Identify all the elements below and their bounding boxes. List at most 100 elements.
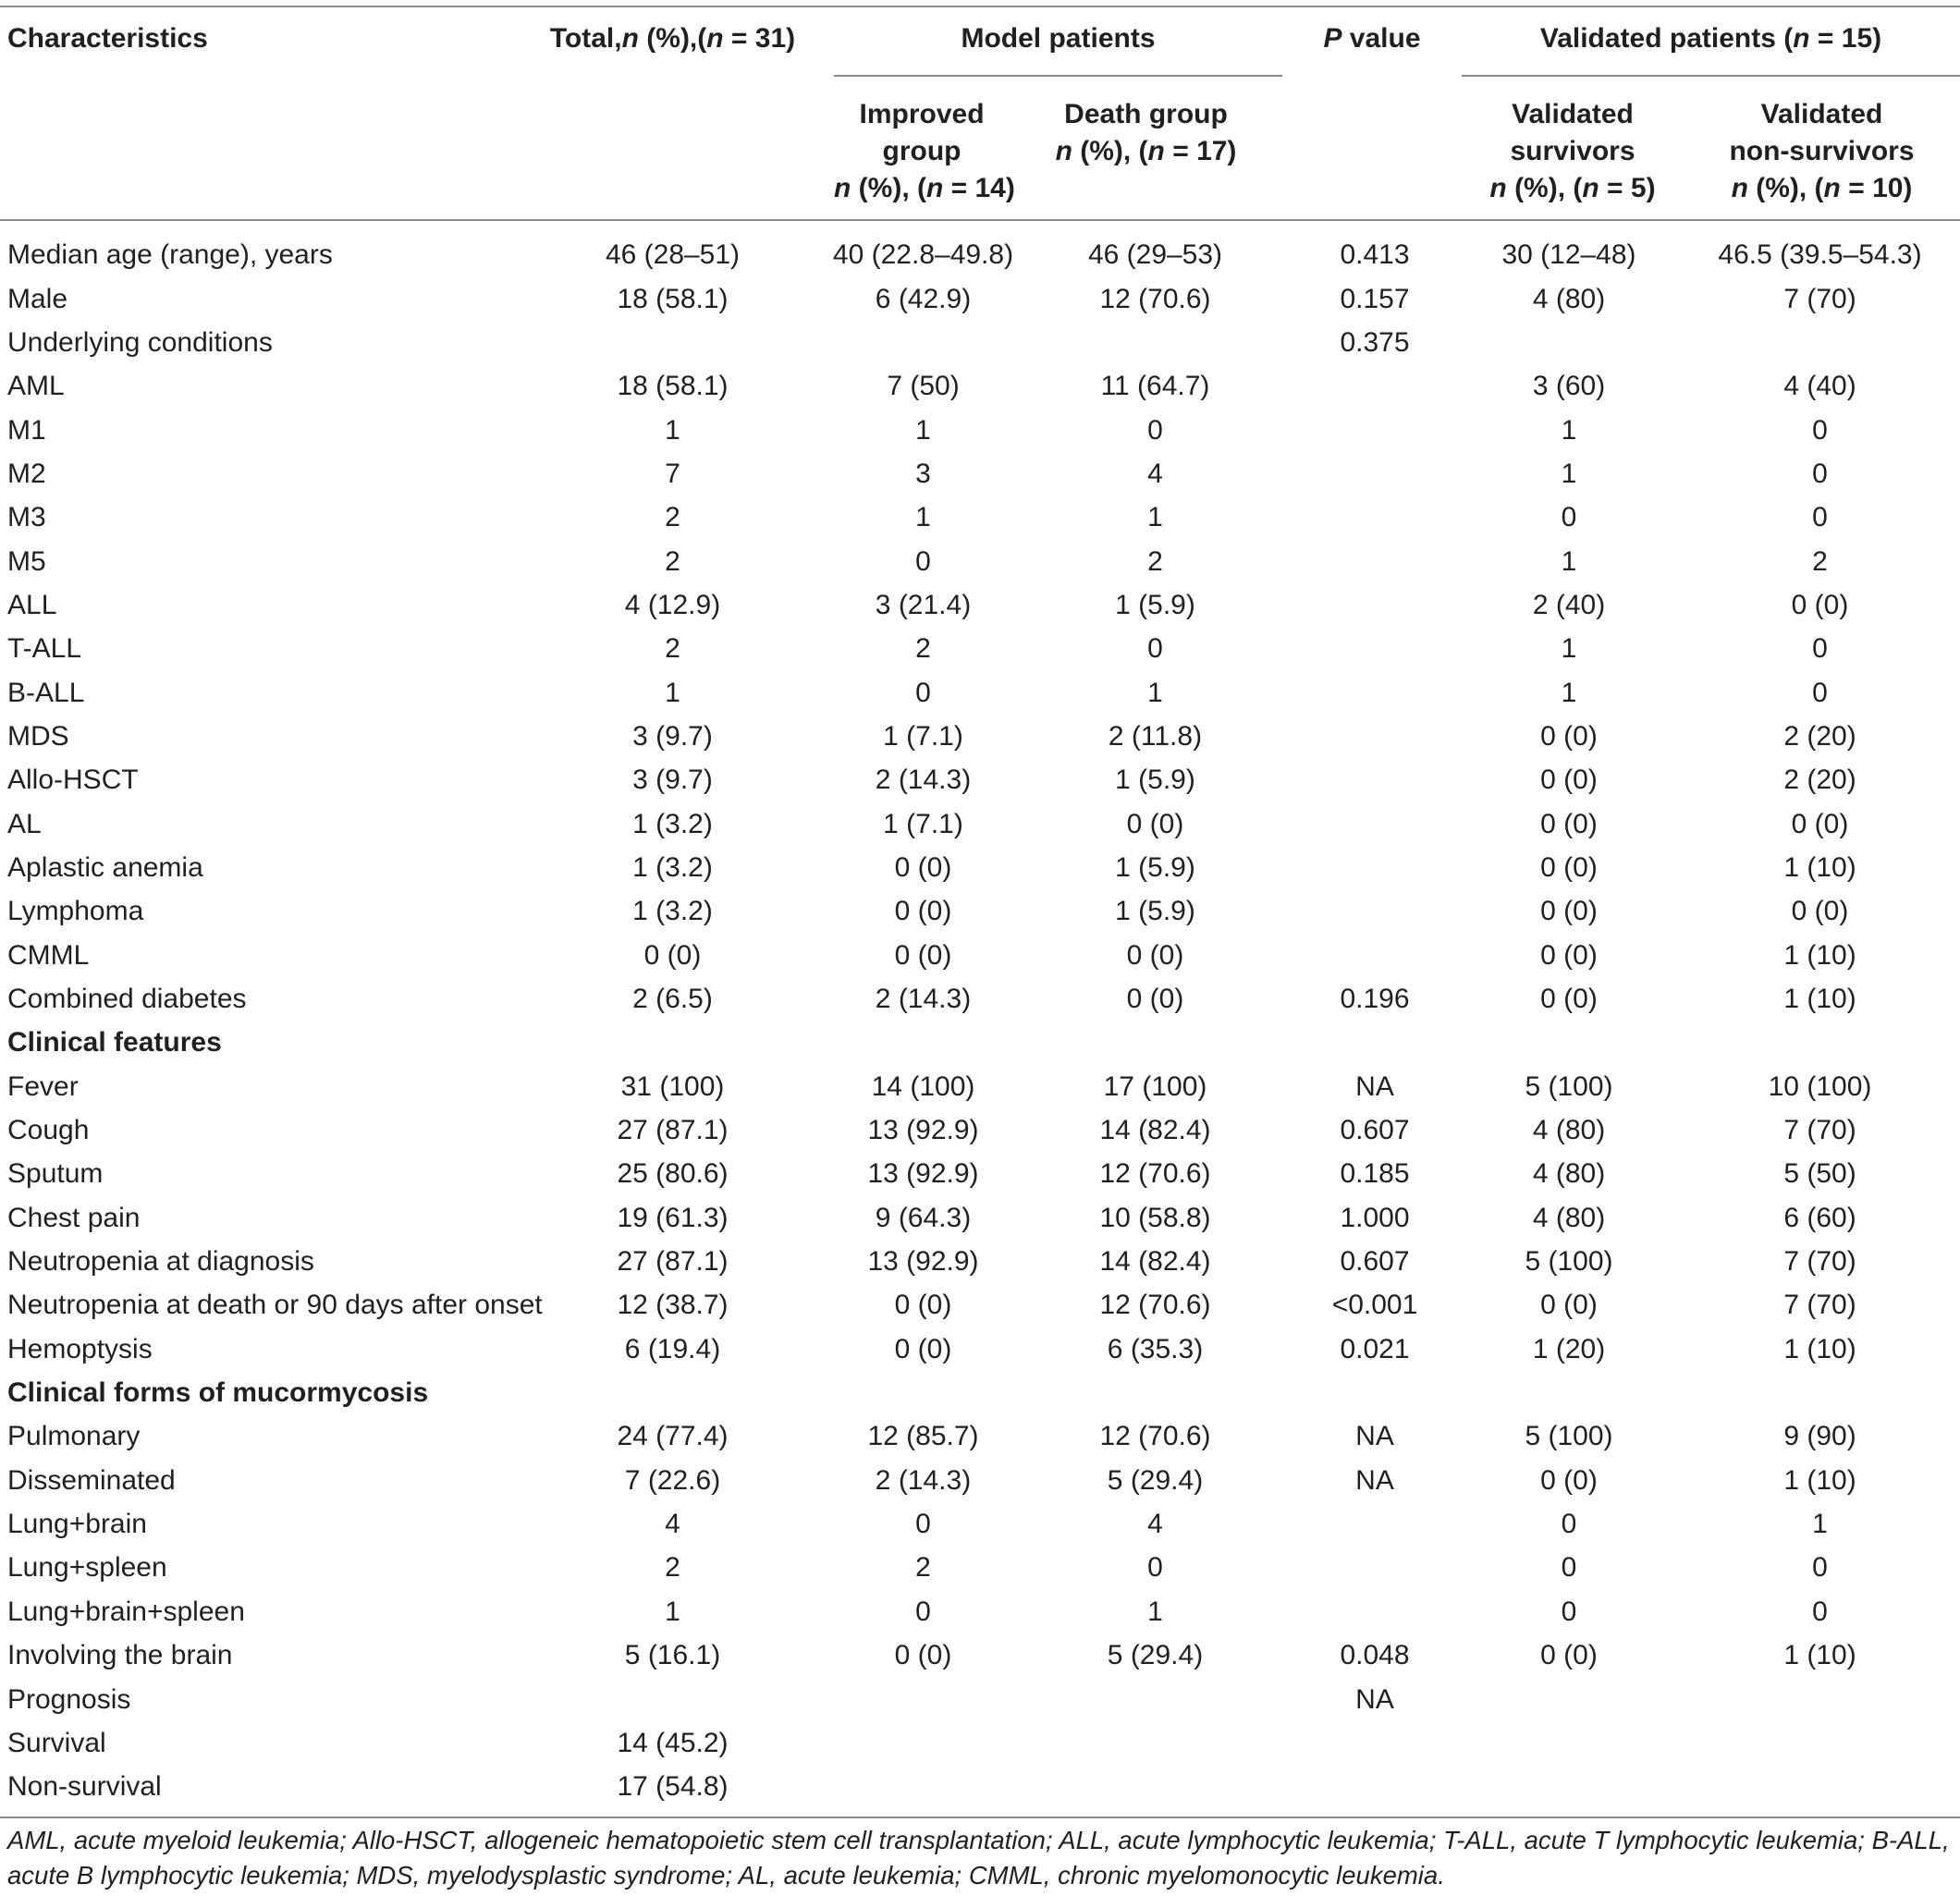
cell-val-nonsurv: 0 [1812, 1596, 1828, 1627]
cell-p [1292, 1721, 1458, 1765]
table-row: Fever 31 (100) 14 (100) 17 (100) NA 5 (100) 10… [0, 1065, 1960, 1108]
cell-improved: 0 [915, 1509, 931, 1540]
cell-label: B-ALL [7, 677, 85, 708]
cell-p: 0.185 [1340, 1158, 1410, 1190]
header-death-line1: Death group [1064, 99, 1228, 129]
cell-death [1019, 321, 1292, 364]
cell-p [1292, 715, 1458, 758]
cell-death: 46 (29–53) [1087, 239, 1223, 271]
cell-improved: 3 (21.4) [875, 589, 972, 620]
cell-label: Combined diabetes [7, 984, 247, 1015]
cell-total: 25 (80.6) [617, 1158, 729, 1190]
table-row: ALL 4 (12.9) 3 (21.4) 1 (5.9) 2 (40) 0 (0) [0, 583, 1960, 627]
validated-patients-underline [1462, 75, 1960, 77]
cell-label: Hemoptysis [7, 1333, 153, 1364]
cell-total: 6 (19.4) [624, 1333, 721, 1364]
cell-death: 1 (5.9) [1115, 765, 1195, 796]
cell-improved: 0 (0) [894, 851, 952, 883]
cell-val-surv: 3 (60) [1532, 371, 1606, 402]
cell-val-nonsurv: 5 (50) [1783, 1158, 1856, 1190]
body-bottom-rule [0, 1816, 1960, 1818]
cell-val-surv: 0 [1561, 1596, 1577, 1627]
cell-label: Prognosis [7, 1683, 131, 1715]
section-header-row: Clinical forms of mucormycosis [0, 1371, 1960, 1414]
table-row: M2 7 3 4 1 0 [0, 452, 1960, 495]
cell-improved: 1 (7.1) [883, 720, 963, 752]
cell-total: 5 (16.1) [624, 1640, 721, 1671]
cell-val-nonsurv: 0 (0) [1791, 896, 1849, 927]
cell-p [1292, 364, 1458, 408]
cell-p: NA [1355, 1464, 1394, 1496]
table-row: Chest pain 19 (61.3) 9 (64.3) 10 (58.8) 1.00… [0, 1196, 1960, 1240]
cell-val-surv: 0 (0) [1540, 939, 1598, 971]
cell-total: 1 [665, 1596, 680, 1627]
header-bottom-rule [0, 219, 1960, 221]
cell-label: M1 [7, 414, 46, 446]
cell-label: Disseminated [7, 1464, 176, 1496]
cell-death: 10 (58.8) [1099, 1202, 1211, 1233]
cell-val-nonsurv: 7 (70) [1783, 1246, 1856, 1278]
cell-p [1292, 539, 1458, 582]
cell-label: Sputum [7, 1158, 104, 1190]
cell-total: 4 (12.9) [624, 589, 721, 620]
cell-improved: 2 (14.3) [875, 984, 972, 1015]
cell-total: 7 (22.6) [624, 1464, 721, 1496]
cell-death: 2 (11.8) [1108, 720, 1203, 752]
cell-death: 0 [1147, 414, 1163, 446]
cell-improved: 0 [915, 1596, 931, 1627]
cell-val-surv: 0 [1561, 1509, 1577, 1540]
cell-improved: 3 [915, 458, 931, 489]
cell-total: 14 (45.2) [617, 1727, 729, 1758]
cell-val-nonsurv: 1 (10) [1783, 1333, 1856, 1364]
cell-improved: 6 (42.9) [875, 283, 972, 314]
cell-val-surv: 4 (80) [1532, 283, 1606, 314]
cell-label: Lymphoma [7, 896, 144, 927]
cell-label: Involving the brain [7, 1640, 233, 1671]
cell-p: NA [1355, 1421, 1394, 1452]
cell-p [1292, 1765, 1458, 1808]
cell-p [1292, 889, 1458, 933]
header-model-patients: Model patients [961, 23, 1156, 54]
cell-val-nonsurv: 1 [1812, 1509, 1828, 1540]
cell-val-surv [1458, 1721, 1680, 1765]
cell-death: 6 (35.3) [1107, 1333, 1204, 1364]
cell-label: AML [7, 371, 65, 402]
cell-val-surv: 1 [1561, 458, 1577, 489]
header-vs-line2: survivors [1510, 136, 1635, 166]
cell-improved: 1 [915, 414, 931, 446]
cell-val-nonsurv: 0 (0) [1791, 808, 1849, 839]
cell-val-surv: 0 (0) [1540, 720, 1598, 752]
cell-p [1292, 801, 1458, 845]
cell-death: 11 (64.7) [1100, 371, 1210, 402]
table-row: M1 1 1 0 1 0 [0, 408, 1960, 451]
cell-val-surv: 1 (20) [1532, 1333, 1606, 1364]
data-table: Median age (range), years 46 (28–51) 40 (2… [0, 233, 1960, 1808]
model-patients-underline [834, 75, 1282, 77]
header-characteristics: Characteristics [7, 23, 208, 54]
cell-val-surv: 5 (100) [1525, 1421, 1613, 1452]
cell-p: 0.375 [1340, 326, 1410, 358]
cell-p [1292, 670, 1458, 714]
cell-p: 0.607 [1340, 1115, 1410, 1146]
cell-val-nonsurv: 0 [1812, 633, 1828, 665]
table-row: Involving the brain 5 (16.1) 0 (0) 5 (29.4)… [0, 1633, 1960, 1677]
cell-total: 31 (100) [620, 1070, 725, 1102]
cell-label: Neutropenia at diagnosis [7, 1246, 314, 1278]
cell-val-surv: 1 [1561, 545, 1577, 577]
header-improved-line1: Improved [859, 99, 985, 129]
cell-total: 19 (61.3) [617, 1202, 729, 1233]
table-row: Underlying conditions 0.375 [0, 321, 1960, 364]
cell-improved [827, 1021, 1019, 1064]
cell-label: Survival [7, 1727, 106, 1758]
header-improved-line3: n (%), (n = 14) [834, 173, 1015, 203]
cell-p [1292, 1502, 1458, 1546]
cell-label: Chest pain [7, 1202, 141, 1233]
cell-val-nonsurv: 46.5 (39.5–54.3) [1718, 239, 1922, 271]
cell-total: 1 [665, 677, 680, 708]
cell-improved: 13 (92.9) [867, 1115, 979, 1146]
cell-total: 2 [665, 633, 680, 665]
cell-improved: 7 (50) [887, 371, 960, 402]
cell-val-surv: 4 (80) [1532, 1202, 1606, 1233]
cell-total: 46 (28–51) [605, 239, 741, 271]
cell-val-surv: 1 [1561, 414, 1577, 446]
